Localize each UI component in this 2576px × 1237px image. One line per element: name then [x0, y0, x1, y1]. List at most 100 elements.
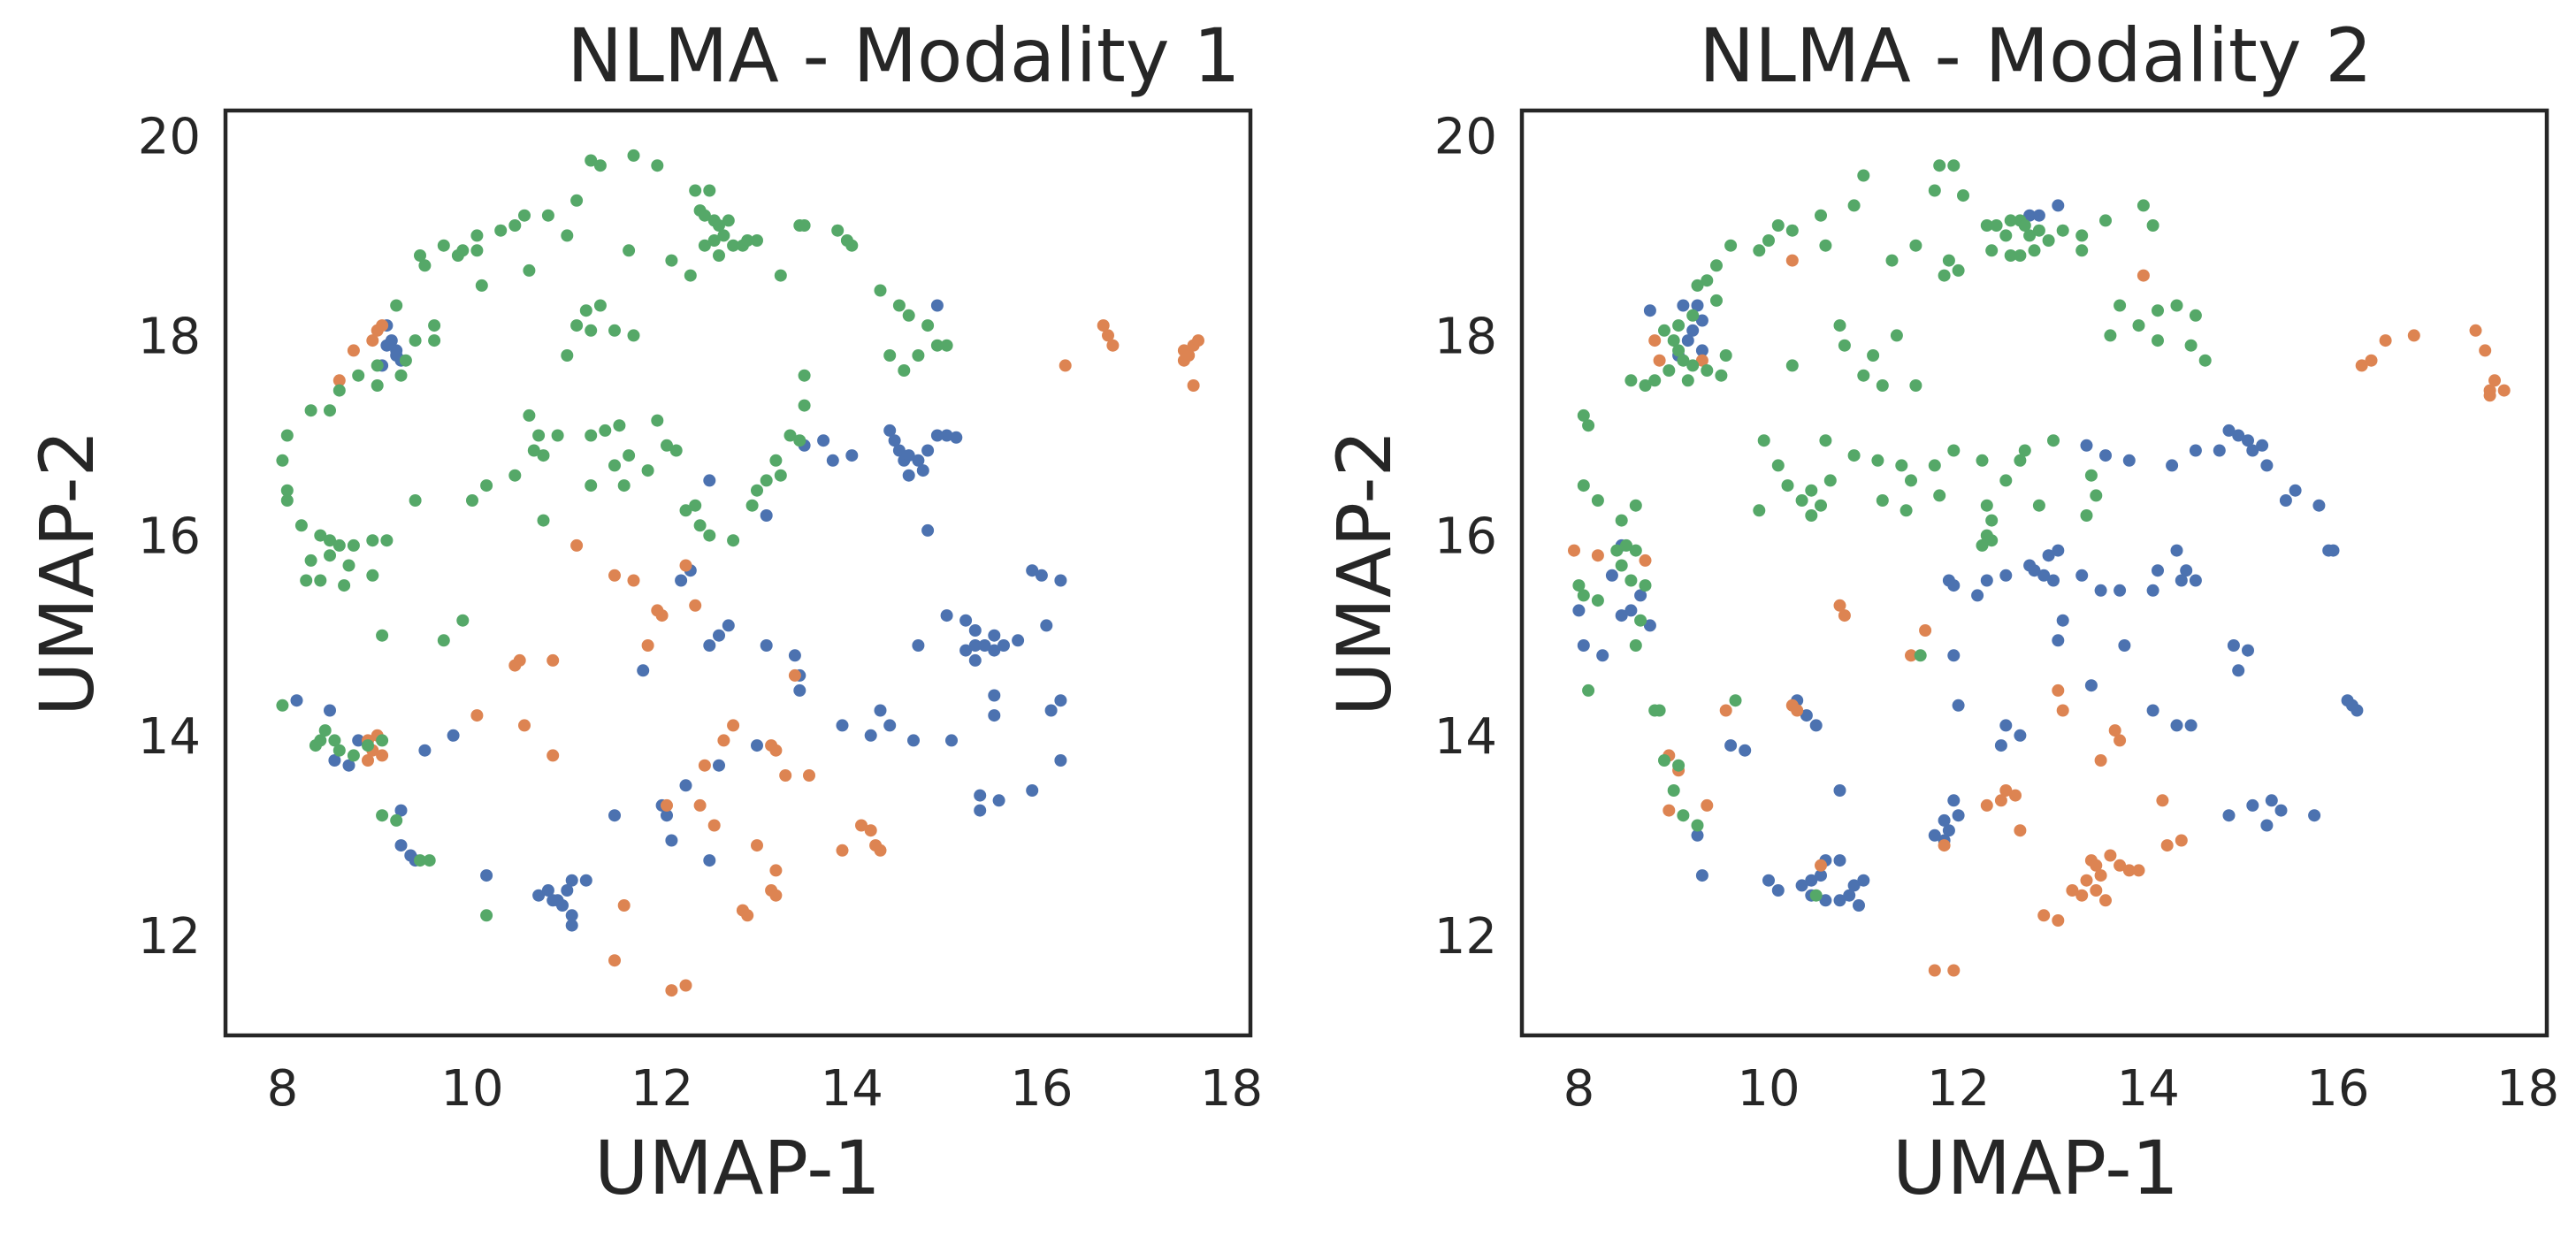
scatter-point-series-1 — [1012, 634, 1025, 647]
scatter-point-series-2 — [347, 344, 360, 357]
scatter-point-series-3 — [1691, 279, 1704, 292]
scatter-point-series-1 — [480, 869, 493, 882]
scatter-point-series-1 — [883, 719, 897, 732]
scatter-point-series-3 — [1667, 784, 1680, 797]
scatter-point-series-3 — [570, 194, 584, 207]
scatter-point-series-3 — [1905, 474, 1917, 487]
scatter-point-series-1 — [1952, 699, 1965, 712]
scatter-point-series-1 — [703, 854, 716, 867]
scatter-point-series-3 — [2099, 214, 2112, 227]
scatter-point-series-2 — [2160, 839, 2174, 852]
scatter-point-series-3 — [1976, 538, 1989, 552]
scatter-point-series-3 — [1857, 369, 1870, 382]
scatter-point-series-1 — [817, 434, 830, 447]
scatter-point-series-3 — [451, 249, 464, 262]
scatter-point-series-1 — [1615, 609, 1628, 622]
scatter-point-series-3 — [1909, 239, 1922, 252]
scatter-point-series-3 — [2075, 229, 2089, 242]
scatter-point-series-3 — [1942, 254, 1955, 267]
scatter-point-series-2 — [518, 719, 531, 732]
scatter-point-series-1 — [1026, 564, 1039, 577]
scatter-point-series-1 — [2213, 444, 2226, 457]
scatter-point-series-2 — [2090, 859, 2103, 872]
scatter-point-series-2 — [371, 324, 384, 337]
scatter-point-series-1 — [959, 644, 973, 657]
scatter-point-series-1 — [974, 789, 987, 802]
scatter-point-series-3 — [1947, 444, 1961, 457]
scatter-point-series-1 — [2075, 569, 2089, 582]
scatter-point-series-3 — [1909, 379, 1922, 392]
scatter-point-series-1 — [1847, 879, 1861, 892]
scatter-point-series-1 — [2056, 614, 2069, 627]
scatter-point-series-2 — [2066, 884, 2079, 897]
scatter-point-series-2 — [1719, 704, 1732, 717]
y-tick-label: 12 — [1434, 908, 1497, 966]
scatter-point-series-3 — [2004, 214, 2017, 227]
scatter-point-series-3 — [362, 739, 374, 752]
scatter-point-series-3 — [480, 479, 493, 493]
scatter-point-series-3 — [2136, 199, 2150, 212]
scatter-point-series-1 — [328, 754, 341, 767]
y-tick-label: 14 — [1434, 708, 1497, 766]
scatter-point-series-2 — [1187, 379, 1200, 392]
scatter-point-series-1 — [2222, 809, 2236, 822]
scatter-point-series-3 — [613, 419, 626, 432]
scatter-point-series-1 — [1771, 884, 1785, 897]
scatter-point-series-3 — [347, 538, 360, 552]
scatter-point-series-3 — [1686, 359, 1700, 372]
scatter-point-series-1 — [912, 454, 925, 467]
scatter-point-series-1 — [1572, 604, 1586, 617]
scatter-point-series-3 — [940, 339, 953, 352]
scatter-point-series-3 — [409, 494, 422, 507]
scatter-point-series-3 — [930, 339, 944, 352]
scatter-point-series-3 — [745, 499, 759, 512]
scatter-point-series-3 — [727, 534, 740, 547]
scatter-point-series-3 — [1724, 239, 1738, 252]
scatter-point-series-2 — [689, 599, 702, 612]
scatter-point-series-3 — [1757, 434, 1770, 447]
scatter-point-series-1 — [988, 629, 1001, 642]
scatter-point-series-2 — [627, 574, 640, 587]
scatter-point-series-3 — [585, 479, 598, 493]
scatter-point-series-3 — [304, 554, 317, 567]
scatter-point-series-3 — [798, 369, 811, 382]
x-tick-label: 16 — [2306, 1060, 2369, 1118]
y-axis-label: UMAP-2 — [1321, 430, 1408, 716]
scatter-point-series-1 — [1999, 719, 2013, 732]
scatter-point-series-1 — [1605, 569, 1618, 582]
scatter-point-series-2 — [803, 769, 815, 782]
plot-frame — [1519, 108, 2549, 1038]
scatter-point-series-1 — [968, 624, 982, 637]
scatter-point-series-1 — [2084, 679, 2098, 692]
scatter-point-series-3 — [641, 464, 654, 477]
scatter-point-series-2 — [693, 798, 707, 812]
scatter-point-series-3 — [1729, 694, 1742, 707]
y-tick-label: 18 — [138, 308, 201, 365]
scatter-point-series-2 — [2175, 834, 2188, 847]
chart-panel-modality-2: NLMA - Modality 2 8 10 12 14 16 18 12 14 16 18 20… — [1321, 12, 2559, 1211]
scatter-point-series-3 — [727, 239, 740, 252]
x-tick-label: 8 — [1563, 1060, 1595, 1118]
scatter-point-series-2 — [1568, 544, 1580, 557]
scatter-point-series-2 — [2114, 859, 2127, 872]
scatter-point-series-1 — [988, 644, 1001, 657]
scatter-point-series-3 — [1672, 319, 1685, 332]
scatter-point-series-2 — [1994, 794, 2007, 807]
scatter-point-series-3 — [1999, 229, 2013, 242]
scatter-point-series-3 — [1976, 454, 1989, 467]
scatter-point-series-3 — [324, 534, 336, 547]
y-tick-labels: 12 14 16 18 20 — [1434, 108, 1497, 966]
scatter-point-series-3 — [527, 444, 540, 457]
scatter-point-series-3 — [593, 299, 607, 312]
scatter-point-series-3 — [437, 634, 450, 647]
scatter-point-series-1 — [342, 759, 355, 772]
scatter-point-series-1 — [703, 639, 716, 652]
scatter-point-series-1 — [968, 639, 982, 652]
scatter-point-series-3 — [318, 724, 332, 737]
scatter-point-series-1 — [826, 454, 839, 467]
scatter-point-series-3 — [1833, 319, 1846, 332]
scatter-point-series-1 — [1947, 649, 1961, 662]
scatter-point-series-3 — [713, 219, 725, 232]
scatter-point-series-1 — [912, 639, 925, 652]
scatter-point-series-3 — [2014, 454, 2027, 467]
